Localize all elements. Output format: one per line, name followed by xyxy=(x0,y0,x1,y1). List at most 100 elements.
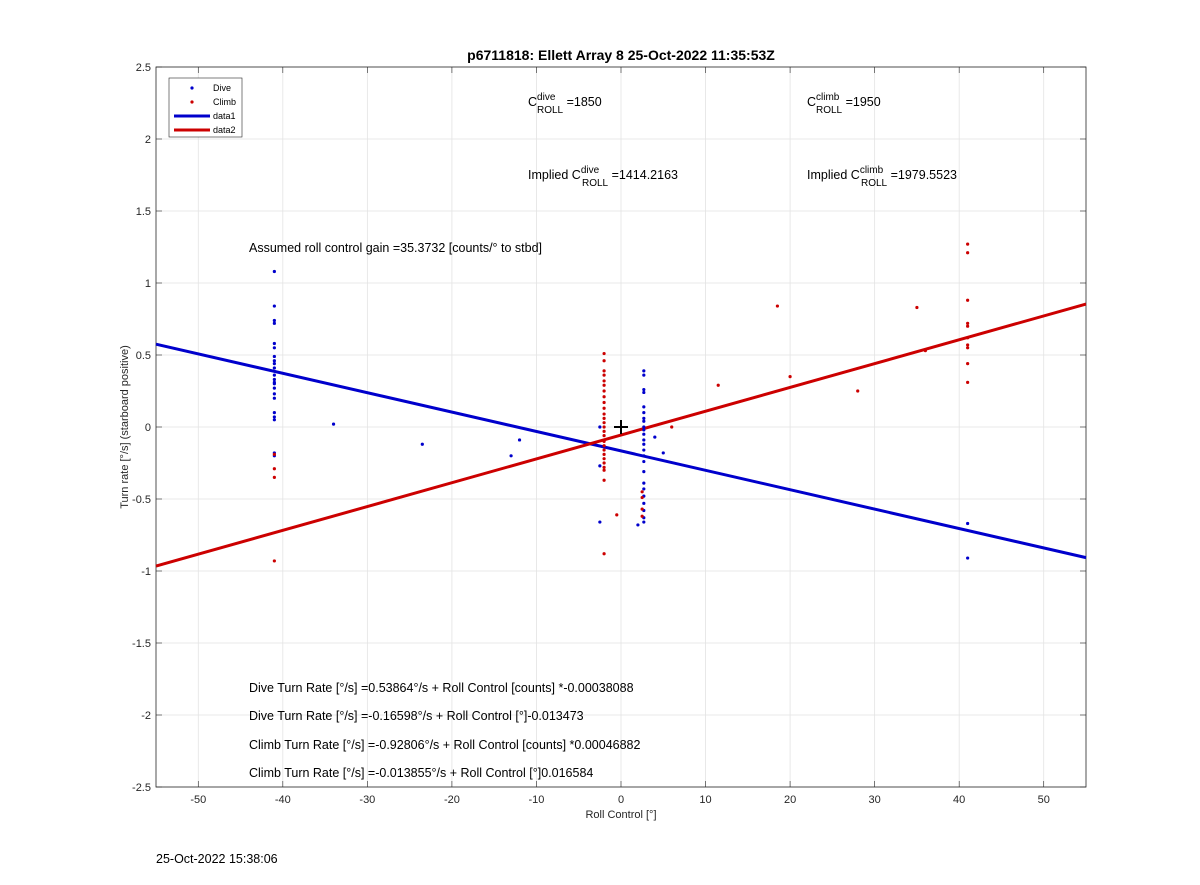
climb-point xyxy=(966,362,970,366)
dive-point xyxy=(272,354,276,359)
climb-point xyxy=(966,321,970,325)
y-tick-label: 2 xyxy=(145,134,151,146)
climb-point xyxy=(788,375,792,379)
data-points xyxy=(272,242,970,563)
y-tick-label: 2.5 xyxy=(136,62,151,74)
climb-point xyxy=(966,324,970,328)
c-roll-climb-sub: ROLL xyxy=(816,105,843,116)
c-roll-dive-value: =1850 xyxy=(563,95,602,109)
climb-point xyxy=(272,452,276,456)
dive-point xyxy=(272,269,276,274)
legend-climb-label: Climb xyxy=(213,97,236,107)
x-tick-label: 30 xyxy=(869,794,881,806)
climb-point xyxy=(602,439,606,443)
climb-point xyxy=(640,495,644,500)
implied-c-roll-climb-annotation: Implied Cclimb ROLL =1979.5523 xyxy=(807,165,957,189)
x-tick-label: 50 xyxy=(1038,794,1050,806)
dive-point xyxy=(642,442,646,446)
dive-point xyxy=(642,454,646,458)
dive-point xyxy=(272,321,276,325)
legend-dive-label: Dive xyxy=(213,83,231,93)
climb-point xyxy=(602,452,606,456)
dive-point xyxy=(642,387,646,392)
dive-point xyxy=(272,373,276,377)
fit-lines xyxy=(155,302,1087,568)
dive-point xyxy=(636,523,640,527)
implied-dive-base: C xyxy=(572,168,581,182)
climb-point xyxy=(966,251,970,255)
climb-point xyxy=(602,448,606,452)
dive-point xyxy=(517,438,522,442)
implied-climb-sup: climb xyxy=(860,165,884,176)
legend-data2-label: data2 xyxy=(213,125,236,135)
fit-line-data1 xyxy=(155,342,1087,560)
c-roll-climb-sup: climb xyxy=(816,92,840,103)
legend: Dive Climb data1 data2 xyxy=(168,77,243,138)
roll-gain-annotation: Assumed roll control gain =35.3732 [coun… xyxy=(249,241,542,255)
print-timestamp: 25-Oct-2022 15:38:06 xyxy=(156,852,278,866)
implied-climb-prefix: Implied xyxy=(807,168,851,182)
c-roll-dive-annotation: Cdive ROLL =1850 xyxy=(528,92,602,116)
dive-point xyxy=(642,411,646,415)
climb-point xyxy=(602,400,606,405)
climb-point xyxy=(966,298,970,302)
legend-dive-marker xyxy=(190,86,194,90)
climb-point xyxy=(775,304,780,308)
climb-point xyxy=(640,507,644,511)
y-tick-label: -1.5 xyxy=(132,638,151,650)
dive-point xyxy=(272,411,276,415)
climb-point xyxy=(602,383,606,387)
climb-point xyxy=(640,490,644,494)
dive-point xyxy=(642,520,646,524)
x-tick-label: -10 xyxy=(529,794,545,806)
climb-point xyxy=(923,349,927,353)
climb-point xyxy=(602,444,606,448)
dive-point xyxy=(272,392,276,396)
climb-point xyxy=(716,383,720,387)
y-tick-label: -1 xyxy=(141,566,151,578)
c-roll-dive-sup: dive xyxy=(537,92,556,103)
climb-point xyxy=(602,406,606,410)
tick-labels: -50 -40 -30 -20 -10 0 10 20 30 40 50-2.5-2-1.5-1-0… xyxy=(132,62,1050,806)
dive-point xyxy=(642,416,646,420)
dive-point xyxy=(642,487,646,491)
dive-point xyxy=(642,390,646,395)
dive-point xyxy=(642,481,646,485)
dive-point xyxy=(642,459,646,464)
dive-point xyxy=(642,369,646,373)
climb-point xyxy=(602,425,606,429)
dive-point xyxy=(272,318,276,323)
climb-point xyxy=(602,552,606,556)
dive-point xyxy=(272,366,276,370)
fit-line-data2 xyxy=(155,302,1087,568)
implied-dive-prefix: Implied xyxy=(528,168,572,182)
dive-point xyxy=(272,346,276,350)
climb-point xyxy=(966,336,970,340)
dive-point xyxy=(642,428,646,432)
dive-point xyxy=(272,341,276,346)
climb-point xyxy=(602,369,606,373)
climb-point xyxy=(602,412,606,416)
implied-climb-base: C xyxy=(851,168,860,182)
dive-point xyxy=(272,415,276,419)
climb-point xyxy=(602,373,606,377)
dive-point xyxy=(642,419,646,423)
y-tick-label: -2.5 xyxy=(132,782,151,794)
axes xyxy=(155,66,1087,788)
dive-point xyxy=(598,520,602,524)
x-tick-label: -50 xyxy=(190,794,206,806)
dive-point xyxy=(420,442,424,446)
climb-point xyxy=(602,429,606,433)
c-roll-climb-base: C xyxy=(807,95,816,109)
climb-point xyxy=(602,395,606,399)
y-tick-label: 1.5 xyxy=(136,206,151,218)
c-roll-dive-base: C xyxy=(528,95,537,109)
climb-point xyxy=(602,461,606,465)
dive-point xyxy=(272,396,276,400)
legend-climb-marker xyxy=(190,100,194,104)
climb-point xyxy=(602,457,606,461)
fit-line-annotation: Climb Turn Rate [°/s] =-0.013855°/s + Ro… xyxy=(249,766,593,780)
fit-line-annotation: Dive Turn Rate [°/s] =0.53864°/s + Roll … xyxy=(249,681,634,695)
dive-point xyxy=(272,418,276,422)
